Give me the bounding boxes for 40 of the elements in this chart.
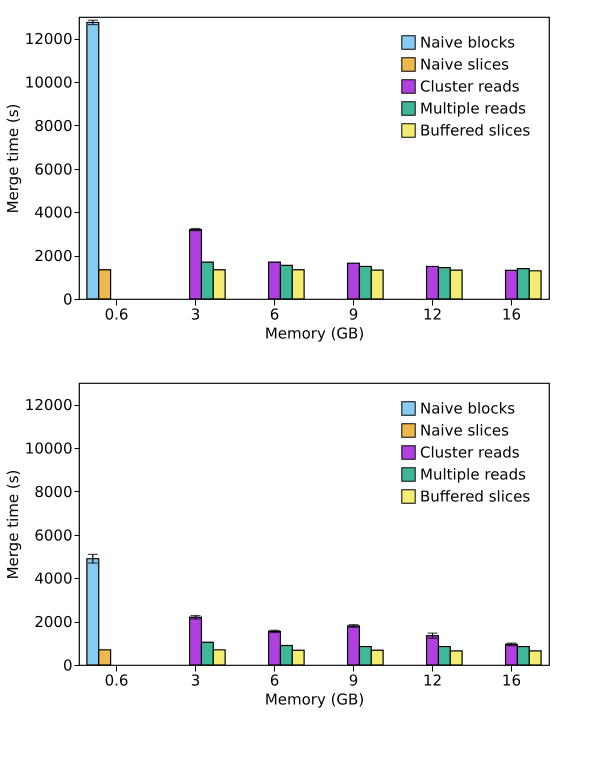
legend-label: Multiple reads <box>420 466 526 484</box>
x-tick-label: 0.6 <box>104 306 128 324</box>
x-tick-label: 16 <box>502 306 522 324</box>
y-tick-label: 6000 <box>34 160 72 178</box>
y-tick-label: 8000 <box>34 482 72 501</box>
y-axis-title: Merge time (s) <box>4 104 22 214</box>
legend-label: Naive blocks <box>420 34 516 52</box>
legend-label: Naive slices <box>420 56 510 74</box>
y-tick-label: 0 <box>62 656 72 674</box>
y-tick-label: 12000 <box>24 30 72 48</box>
x-tick-label: 16 <box>502 672 522 690</box>
legend-label: Naive slices <box>420 422 510 440</box>
x-tick-label: 9 <box>348 306 358 324</box>
y-tick-label: 0 <box>62 290 72 308</box>
y-tick-label: 8000 <box>34 116 72 135</box>
y-tick-label: 4000 <box>34 204 72 222</box>
y-tick-label: 6000 <box>34 526 72 544</box>
legend-label: Multiple reads <box>420 100 526 118</box>
y-tick-label: 12000 <box>24 396 72 414</box>
x-tick-label: 3 <box>190 306 200 324</box>
y-tick-label: 2000 <box>34 613 72 632</box>
y-tick-label: 10000 <box>24 440 72 458</box>
x-tick-label: 3 <box>190 672 200 690</box>
x-tick-label: 9 <box>348 672 358 690</box>
legend-label: Cluster reads <box>420 78 520 96</box>
x-tick-label: 6 <box>270 672 280 690</box>
x-tick-label: 6 <box>270 306 280 324</box>
y-tick-label: 4000 <box>34 570 72 588</box>
y-tick-label: 10000 <box>24 74 72 92</box>
x-axis-title: Memory (GB) <box>264 690 364 708</box>
legend-label: Buffered slices <box>420 122 530 140</box>
legend-label: Buffered slices <box>420 488 530 506</box>
legend-label: Cluster reads <box>420 444 520 462</box>
x-tick-label: 0.6 <box>104 672 128 690</box>
x-axis-title: Memory (GB) <box>264 324 364 342</box>
x-tick-label: 12 <box>422 306 442 324</box>
legend-label: Naive blocks <box>420 400 516 418</box>
x-tick-label: 12 <box>422 672 442 690</box>
y-axis-title: Merge time (s) <box>4 470 22 580</box>
y-tick-label: 2000 <box>34 247 72 266</box>
